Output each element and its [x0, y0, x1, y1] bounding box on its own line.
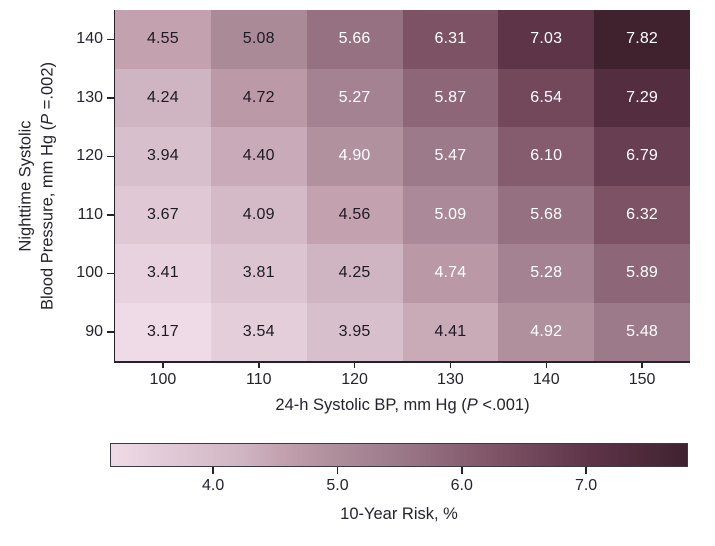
- y-axis-label-line1: Nighttime Systolic: [16, 120, 35, 252]
- colorbar-tick-label: 5.0: [326, 477, 349, 494]
- heatmap-cell: 3.95: [306, 302, 403, 361]
- x-axis-spine: [113, 361, 690, 363]
- x-axis-tick-mark: [353, 361, 356, 368]
- heatmap-cell: 6.54: [498, 68, 595, 127]
- heatmap-cell: 5.08: [210, 10, 307, 69]
- heatmap-cell: 3.54: [210, 302, 307, 361]
- heatmap-cell: 3.67: [115, 185, 211, 244]
- heatmap-cell: 5.27: [306, 68, 403, 127]
- x-axis-tick-mark: [449, 361, 452, 368]
- heatmap-cell: 4.74: [402, 244, 499, 303]
- x-axis-tick-mark: [258, 361, 260, 368]
- colorbar-tick-mark: [336, 467, 339, 474]
- heatmap-cell: 4.24: [115, 68, 211, 127]
- heatmap-cell: 4.72: [210, 68, 307, 127]
- x-axis-tick-label: 120: [341, 371, 368, 388]
- heatmap-cell: 7.29: [594, 68, 690, 127]
- x-axis-tick-label: 150: [628, 371, 656, 388]
- heatmap-cell: 6.32: [594, 185, 690, 244]
- y-axis-tick-label: 130: [76, 88, 103, 106]
- colorbar-tick-mark: [212, 467, 214, 474]
- heatmap-cell: 4.55: [115, 10, 211, 69]
- heatmap-cell: 4.92: [498, 302, 595, 361]
- heatmap-cell: 5.09: [402, 185, 499, 244]
- heatmap-cell: 5.87: [402, 68, 499, 127]
- x-axis-tick-label: 110: [245, 371, 272, 388]
- y-axis-label: Nighttime Systolic Blood Pressure, mm Hg…: [15, 10, 61, 363]
- heatmap-cell: 3.94: [115, 127, 211, 186]
- x-axis-label: 24-h Systolic BP, mm Hg (P <.001): [275, 396, 530, 414]
- heatmap-cell: 3.17: [115, 302, 211, 361]
- colorbar-tick-mark: [461, 467, 463, 474]
- y-axis-spine: [113, 10, 116, 363]
- y-axis-tick-mark: [107, 38, 114, 40]
- heatmap-cell: 4.25: [306, 244, 403, 303]
- heatmap-cell: 5.28: [498, 244, 595, 303]
- y-axis-tick-label: 100: [76, 264, 103, 282]
- y-axis-tick-mark: [107, 155, 114, 157]
- heatmap-cell: 6.79: [594, 127, 690, 186]
- heatmap-cell: 6.31: [402, 10, 499, 69]
- heatmap-cell: 5.48: [594, 302, 690, 361]
- y-axis-tick-label: 120: [76, 147, 103, 165]
- heatmap-cell: 5.89: [594, 244, 690, 303]
- heatmap-cell: 5.66: [306, 10, 403, 69]
- y-axis-tick-mark: [107, 272, 114, 274]
- y-axis-tick-mark: [107, 97, 114, 99]
- y-axis-tick-mark: [107, 214, 114, 216]
- x-axis-tick-mark: [545, 361, 547, 368]
- y-axis-tick-label: 110: [77, 205, 103, 223]
- colorbar-tick-label: 6.0: [450, 477, 473, 494]
- heatmap-cell: 4.90: [306, 127, 403, 186]
- colorbar-gradient: [110, 443, 688, 467]
- heatmap-cell: 3.81: [210, 244, 307, 303]
- heatmap-cell: 3.41: [115, 244, 211, 303]
- heatmap-cell: 4.40: [210, 127, 307, 186]
- colorbar-tick-label: 7.0: [574, 477, 598, 494]
- colorbar-tick-mark: [585, 467, 587, 474]
- heatmap-cell: 4.41: [402, 302, 499, 361]
- x-axis-tick-label: 140: [532, 371, 560, 388]
- heatmap-cell: 4.56: [306, 185, 403, 244]
- heatmap-cell: 5.47: [402, 127, 499, 186]
- heatmap-cell: 5.68: [498, 185, 595, 244]
- heatmap-cell: 7.03: [498, 10, 595, 69]
- y-axis-tick-label: 90: [85, 322, 103, 340]
- y-axis-tick-label: 140: [76, 30, 103, 48]
- heatmap-cell: 6.10: [498, 127, 595, 186]
- heatmap-grid: 4.55 5.08 5.66 6.31 7.03 7.82 4.24 4.72 5.27 5.87…: [115, 10, 690, 361]
- x-axis-tick-mark: [162, 361, 164, 368]
- y-axis-tick-mark: [107, 331, 114, 333]
- colorbar-label: 10-Year Risk, %: [340, 505, 458, 523]
- x-axis-tick-label: 130: [437, 371, 464, 388]
- colorbar-tick-label: 4.0: [202, 477, 225, 494]
- x-axis-tick-label: 100: [149, 371, 177, 388]
- heatmap-cell: 7.82: [594, 10, 690, 69]
- y-axis-label-line2: Blood Pressure, mm Hg (P =.002): [38, 61, 57, 311]
- heatmap-cell: 4.09: [210, 185, 307, 244]
- x-axis-tick-mark: [641, 361, 643, 368]
